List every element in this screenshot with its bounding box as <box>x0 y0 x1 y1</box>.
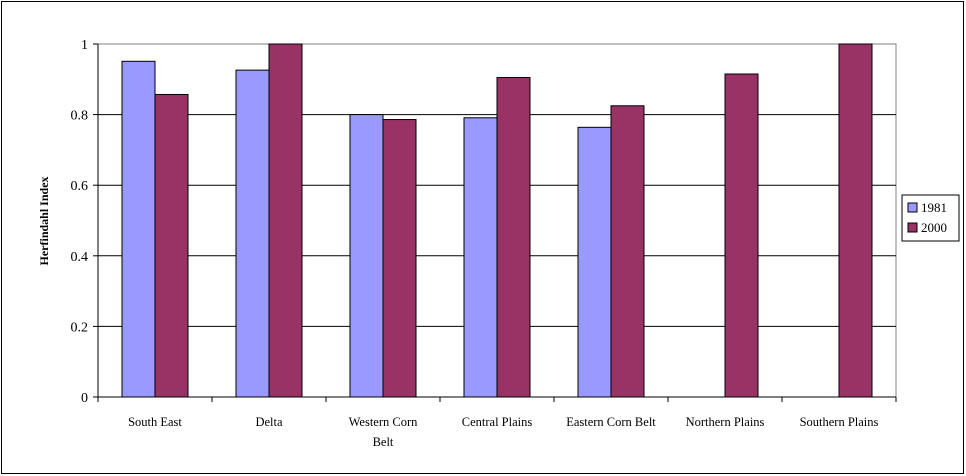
legend-label-1981: 1981 <box>921 200 947 215</box>
y-tick-label: 1 <box>81 38 88 53</box>
legend-swatch-1981 <box>907 202 918 213</box>
bar-1981-2 <box>349 114 384 398</box>
bar-2000-2 <box>382 119 417 398</box>
category-label: Southern Plains <box>800 415 879 429</box>
y-tick-label: 0.6 <box>71 179 89 194</box>
bar-1981-1 <box>235 69 270 398</box>
y-tick-label: 0.4 <box>71 250 89 265</box>
category-label-line: Delta <box>255 415 283 429</box>
bar-2000-4 <box>610 105 645 398</box>
y-tick-label: 0 <box>81 391 88 406</box>
legend-swatch-2000 <box>907 222 918 233</box>
y-axis-label: Herfindahl Index <box>37 176 51 265</box>
y-axis-ticks: 0 0.2 0.4 0.6 0.8 1 <box>71 38 98 406</box>
category-label: Northern Plains <box>686 415 765 429</box>
category-label: Eastern Corn Belt <box>566 415 656 429</box>
category-label-line: Central Plains <box>462 415 533 429</box>
category-label: South East <box>128 415 182 429</box>
bar-2000-3 <box>496 77 531 398</box>
y-tick-label: 0.2 <box>71 320 89 335</box>
category-label-line: Western Corn <box>349 415 419 429</box>
bar-2000-1 <box>268 43 303 398</box>
bar-1981-0 <box>121 60 156 398</box>
bar-1981-4 <box>577 126 612 398</box>
category-label: Central Plains <box>462 415 533 429</box>
bar-2000-0 <box>154 93 189 398</box>
category-label-line: South East <box>128 415 182 429</box>
bars-group <box>121 43 873 398</box>
legend: 1981 2000 <box>901 194 960 242</box>
category-label: Delta <box>255 415 283 429</box>
category-label-line: Southern Plains <box>800 415 879 429</box>
category-label: Western Corn Belt <box>349 415 419 449</box>
category-label-line: Eastern Corn Belt <box>566 415 656 429</box>
bar-2000-5 <box>724 73 759 398</box>
y-tick-label: 0.8 <box>71 109 89 124</box>
bar-1981-3 <box>463 117 498 398</box>
category-label-line: Northern Plains <box>686 415 765 429</box>
x-axis-categories: South East Delta Western Corn Belt Central P… <box>97 397 897 449</box>
bar-2000-6 <box>838 43 873 398</box>
category-label-line: Belt <box>373 435 394 449</box>
legend-label-2000: 2000 <box>921 220 947 235</box>
